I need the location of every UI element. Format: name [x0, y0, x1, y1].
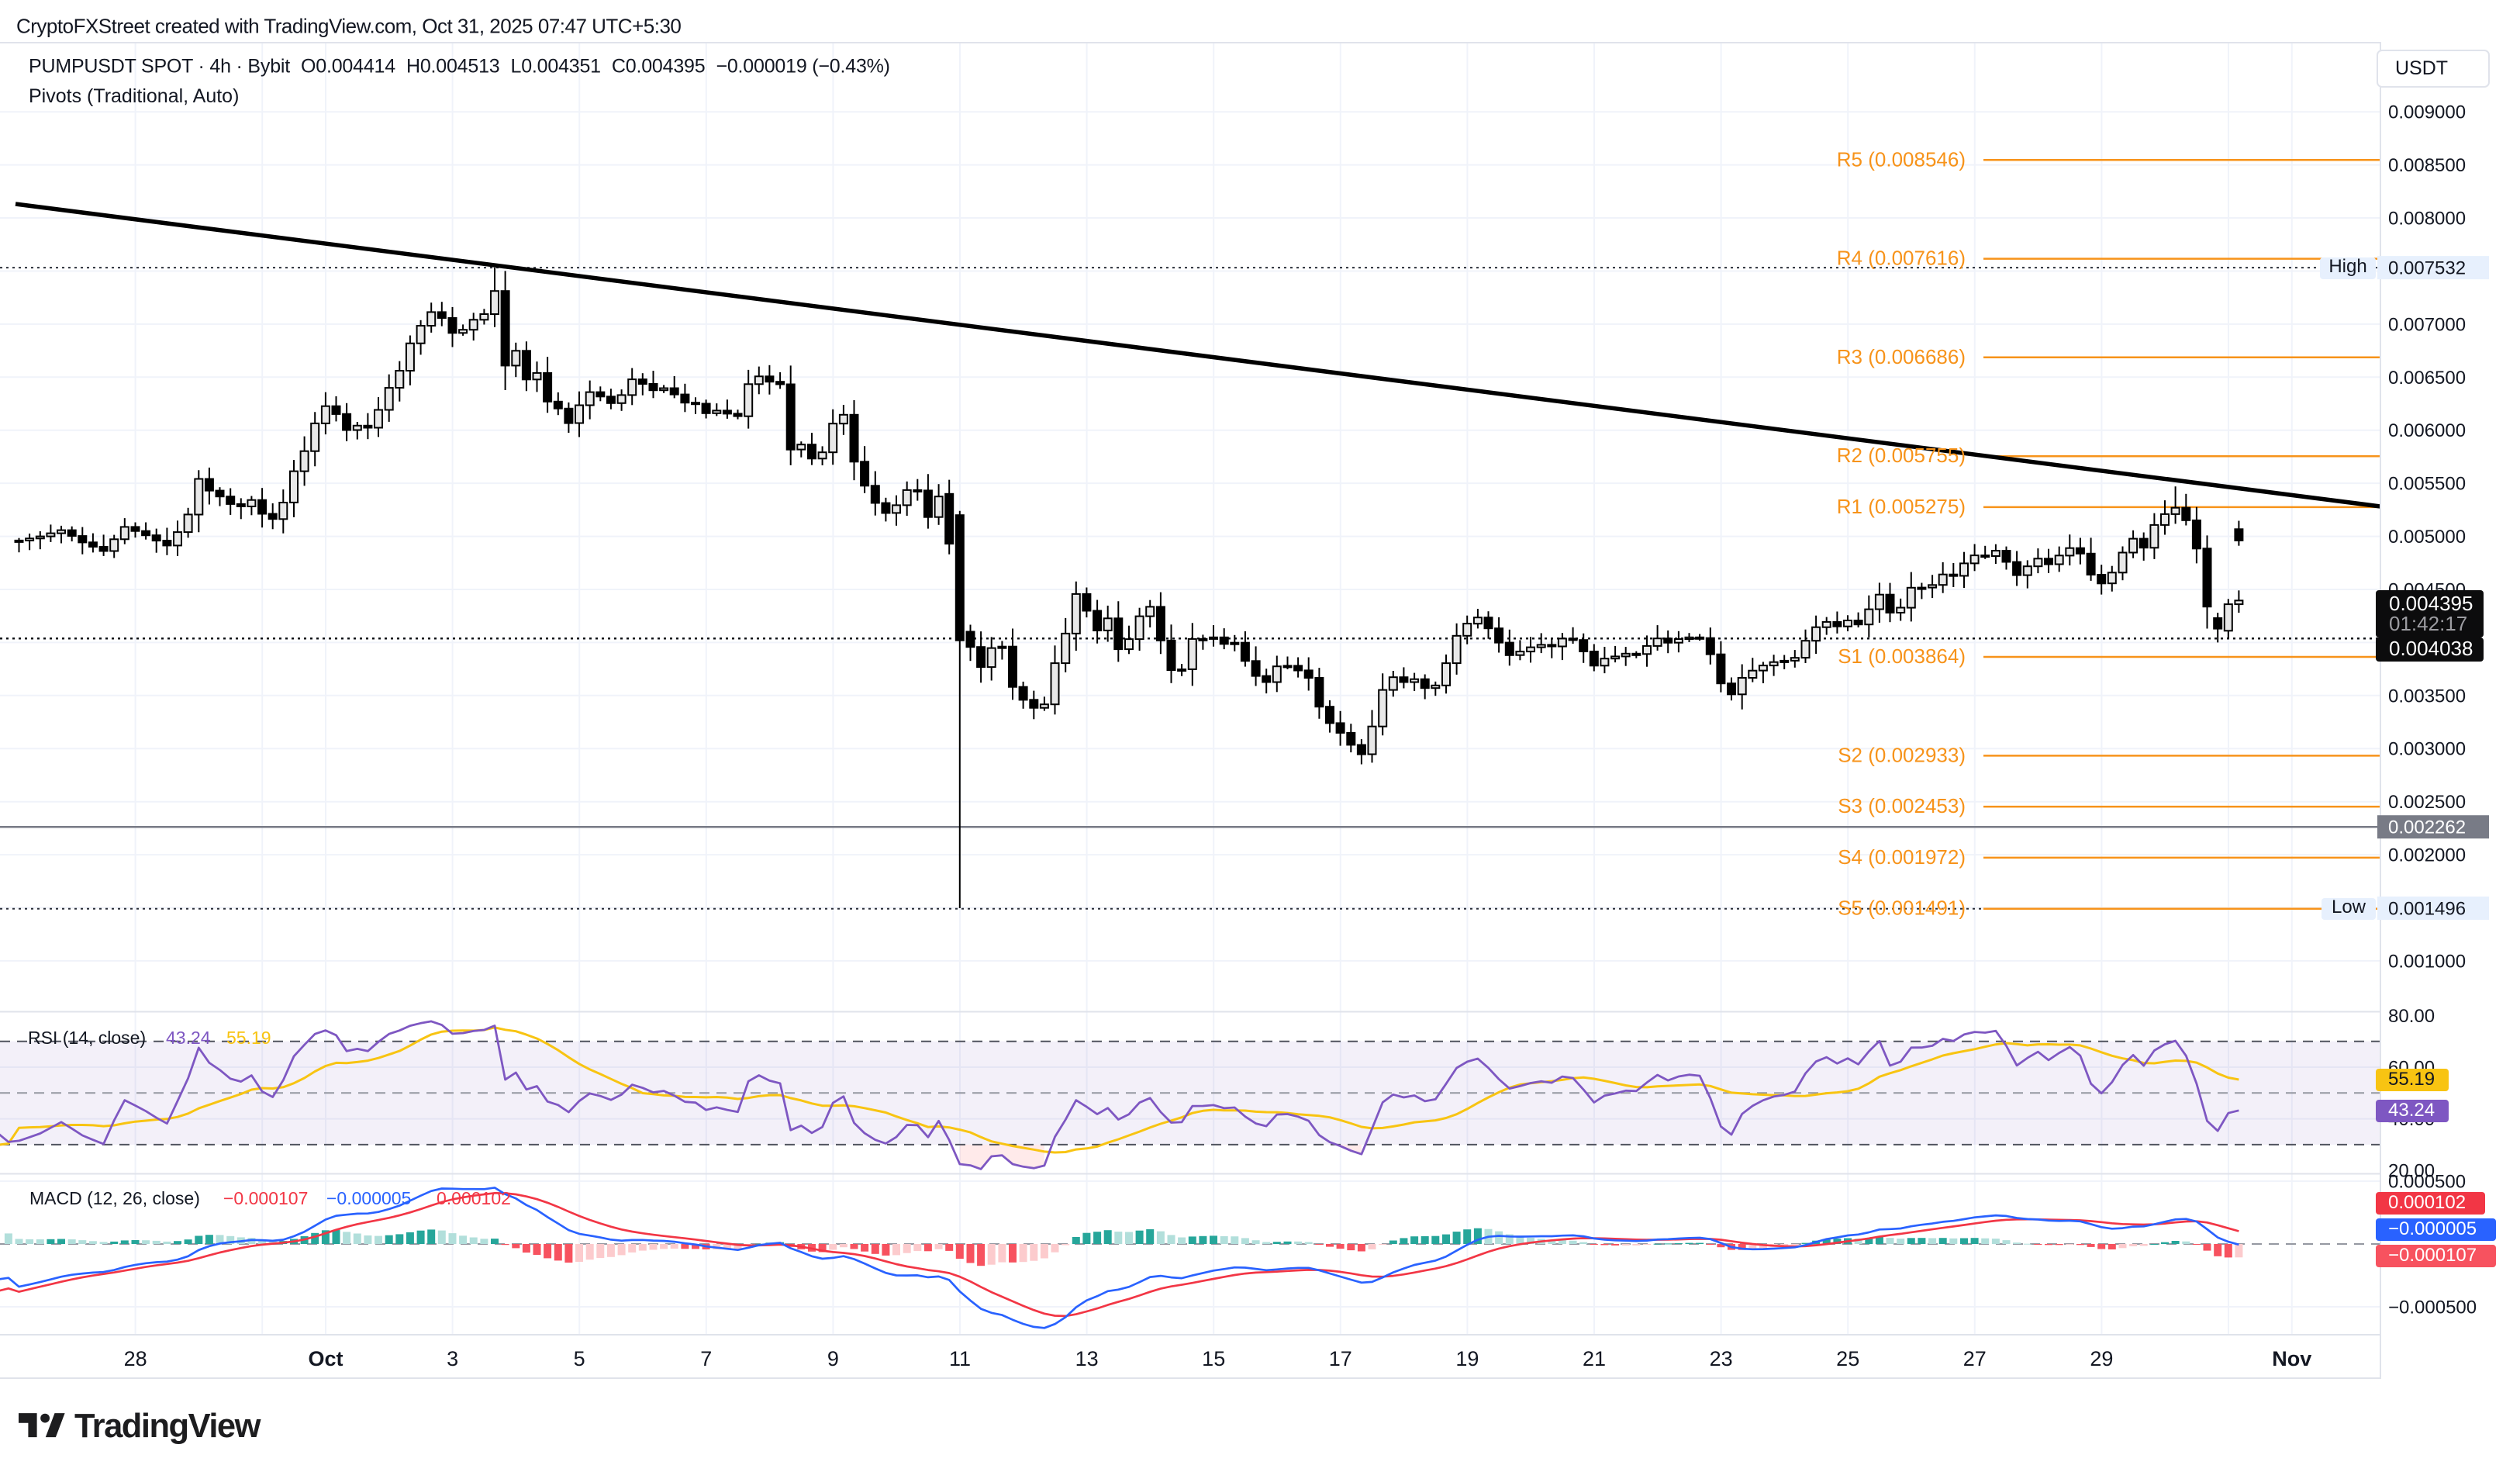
- svg-text:15: 15: [1202, 1347, 1225, 1370]
- svg-text:S2 (0.002933): S2 (0.002933): [1838, 743, 1966, 766]
- svg-text:28: 28: [124, 1347, 147, 1370]
- svg-text:3: 3: [447, 1347, 458, 1370]
- svg-text:0.004038: 0.004038: [2389, 637, 2473, 660]
- svg-text:R4 (0.007616): R4 (0.007616): [1837, 247, 1966, 270]
- svg-text:5: 5: [574, 1347, 585, 1370]
- svg-text:USDT: USDT: [2395, 57, 2448, 79]
- svg-text:0.008000: 0.008000: [2388, 209, 2466, 230]
- svg-text:R3 (0.006686): R3 (0.006686): [1837, 345, 1966, 368]
- svg-text:43.24: 43.24: [2388, 1100, 2435, 1121]
- svg-text:−0.000107: −0.000107: [2388, 1245, 2477, 1266]
- svg-text:21: 21: [1583, 1347, 1606, 1370]
- svg-text:S1 (0.003864): S1 (0.003864): [1838, 644, 1966, 668]
- svg-text:0.007532: 0.007532: [2388, 258, 2466, 279]
- svg-text:0.006500: 0.006500: [2388, 368, 2466, 389]
- svg-text:01:42:17: 01:42:17: [2389, 612, 2467, 635]
- svg-text:27: 27: [1963, 1347, 1987, 1370]
- svg-text:0.003000: 0.003000: [2388, 739, 2466, 760]
- svg-text:11: 11: [949, 1347, 971, 1370]
- svg-text:Nov: Nov: [2272, 1347, 2311, 1370]
- svg-text:S4 (0.001972): S4 (0.001972): [1838, 845, 1966, 869]
- svg-text:9: 9: [827, 1347, 839, 1370]
- svg-text:0.005500: 0.005500: [2388, 474, 2466, 495]
- svg-text:17: 17: [1329, 1347, 1352, 1370]
- svg-text:25: 25: [1836, 1347, 1859, 1370]
- svg-text:−0.000107: −0.000107: [223, 1188, 308, 1208]
- svg-text:R5 (0.008546): R5 (0.008546): [1837, 147, 1966, 171]
- svg-text:43.24: 43.24: [166, 1028, 211, 1048]
- svg-text:−0.000005: −0.000005: [2388, 1218, 2477, 1239]
- svg-text:TradingView: TradingView: [74, 1408, 261, 1445]
- svg-text:80.00: 80.00: [2388, 1006, 2435, 1027]
- svg-text:0.000102: 0.000102: [2388, 1192, 2466, 1213]
- svg-text:0.004395: 0.004395: [2389, 592, 2473, 615]
- svg-text:55.19: 55.19: [2388, 1069, 2435, 1090]
- svg-text:23: 23: [1710, 1347, 1733, 1370]
- svg-text:7: 7: [700, 1347, 712, 1370]
- svg-text:0.002500: 0.002500: [2388, 792, 2466, 813]
- svg-text:19: 19: [1455, 1347, 1479, 1370]
- svg-text:0.009000: 0.009000: [2388, 102, 2466, 123]
- svg-text:Oct: Oct: [308, 1347, 343, 1370]
- svg-text:RSI (14, close): RSI (14, close): [28, 1028, 146, 1048]
- svg-text:0.003500: 0.003500: [2388, 686, 2466, 707]
- svg-text:0.001000: 0.001000: [2388, 951, 2466, 972]
- svg-text:0.002262: 0.002262: [2388, 817, 2466, 838]
- svg-text:0.008500: 0.008500: [2388, 155, 2466, 176]
- svg-text:CryptoFXStreet created with Tr: CryptoFXStreet created with TradingView.…: [16, 15, 681, 38]
- svg-text:0.007000: 0.007000: [2388, 314, 2466, 335]
- svg-text:13: 13: [1075, 1347, 1099, 1370]
- svg-text:S3 (0.002453): S3 (0.002453): [1838, 794, 1966, 817]
- svg-text:Low: Low: [2332, 897, 2366, 917]
- svg-text:55.19: 55.19: [226, 1028, 271, 1048]
- svg-text:−0.000005: −0.000005: [326, 1188, 411, 1208]
- svg-text:0.000102: 0.000102: [437, 1188, 511, 1208]
- svg-text:Pivots (Traditional, Auto): Pivots (Traditional, Auto): [29, 85, 239, 107]
- svg-text:0.000500: 0.000500: [2388, 1172, 2466, 1193]
- svg-text:0.006000: 0.006000: [2388, 420, 2466, 441]
- svg-text:MACD (12, 26, close): MACD (12, 26, close): [29, 1188, 200, 1208]
- svg-text:R2 (0.005755): R2 (0.005755): [1837, 444, 1966, 467]
- svg-text:0.002000: 0.002000: [2388, 845, 2466, 866]
- svg-text:R1 (0.005275): R1 (0.005275): [1837, 495, 1966, 518]
- svg-text:S5 (0.001491): S5 (0.001491): [1838, 897, 1966, 920]
- svg-text:20.00: 20.00: [2388, 1161, 2435, 1182]
- svg-text:−0.000500: −0.000500: [2388, 1298, 2477, 1318]
- svg-text:29: 29: [2090, 1347, 2113, 1370]
- svg-text:0.001496: 0.001496: [2388, 899, 2466, 920]
- svg-text:0.005000: 0.005000: [2388, 527, 2466, 548]
- svg-text:High: High: [2328, 256, 2366, 277]
